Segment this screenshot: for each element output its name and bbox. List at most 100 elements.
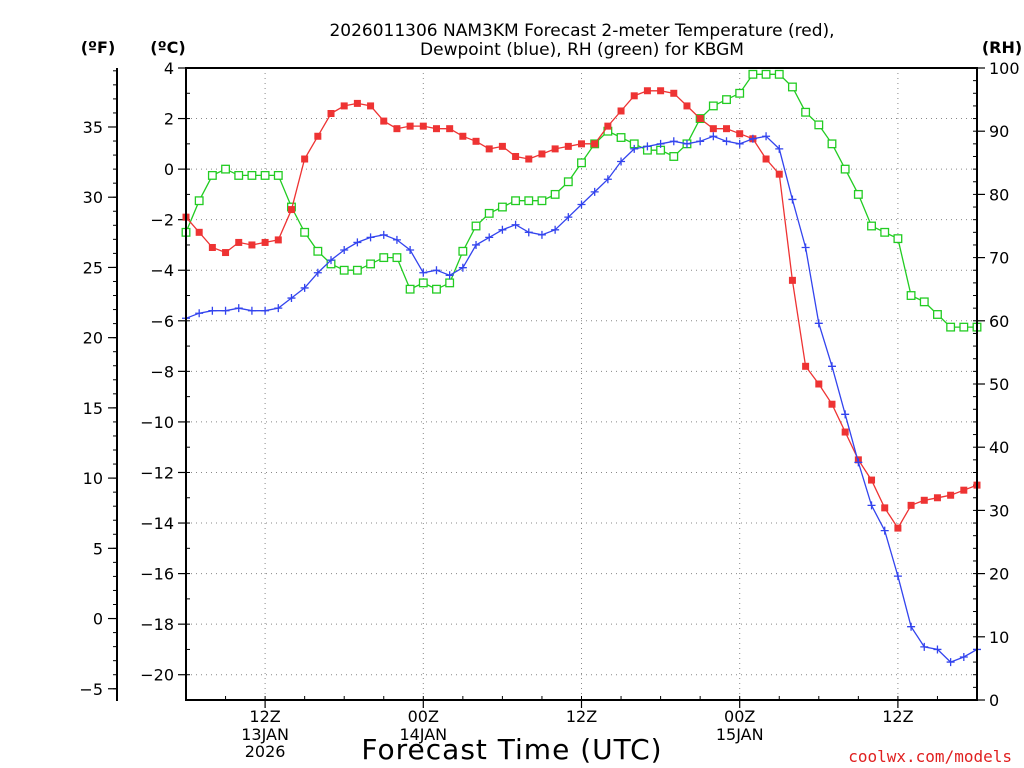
relative-humidity-point bbox=[537, 196, 547, 206]
time-tick-label: 00Z bbox=[408, 707, 439, 726]
time-tick-label: 00Z bbox=[724, 707, 755, 726]
time-tick-label: 12Z bbox=[566, 707, 597, 726]
celsius-tick-label: −18 bbox=[140, 615, 174, 634]
temperature-point bbox=[564, 142, 572, 150]
relative-humidity-point bbox=[867, 221, 876, 231]
fahrenheit-tick-label: 30 bbox=[83, 188, 103, 207]
dewpoint-point bbox=[669, 137, 678, 146]
rh-tick-label: 40 bbox=[989, 438, 1009, 457]
celsius-tick-label: −4 bbox=[150, 261, 174, 280]
relative-humidity-point bbox=[906, 291, 916, 300]
dewpoint-point bbox=[313, 268, 322, 277]
relative-humidity-point bbox=[234, 170, 244, 180]
dewpoint-point bbox=[221, 306, 230, 315]
dewpoint-point bbox=[814, 319, 823, 328]
temperature-point bbox=[881, 504, 889, 512]
relative-humidity-point bbox=[801, 107, 811, 117]
time-tick-label: 12Z bbox=[882, 707, 913, 726]
temperature-point bbox=[868, 476, 876, 484]
relative-humidity-point bbox=[748, 69, 758, 79]
time-tick-date: 14JAN bbox=[399, 725, 447, 744]
rh-tick-label: 100 bbox=[989, 59, 1020, 78]
relative-humidity-point bbox=[616, 133, 626, 142]
rh-tick-label: 10 bbox=[989, 628, 1009, 647]
dewpoint-point bbox=[801, 243, 810, 252]
dewpoint-point bbox=[195, 309, 204, 318]
temperature-point bbox=[327, 110, 335, 118]
relative-humidity-point bbox=[959, 322, 969, 332]
temperature-point bbox=[828, 400, 836, 408]
relative-humidity-point bbox=[458, 246, 468, 256]
fahrenheit-tick-label: 10 bbox=[83, 469, 103, 488]
temperature-point bbox=[696, 115, 704, 123]
rh-tick-label: 30 bbox=[989, 501, 1009, 520]
temperature-point bbox=[261, 238, 269, 246]
rh-unit-label: (RH) bbox=[982, 38, 1022, 57]
relative-humidity-point bbox=[405, 284, 415, 294]
relative-humidity-point bbox=[827, 139, 837, 149]
temperature-point bbox=[591, 140, 599, 148]
dewpoint-point bbox=[498, 225, 507, 234]
dewpoint-point bbox=[735, 139, 744, 148]
temperature-point bbox=[301, 155, 309, 163]
dewpoint-point bbox=[551, 225, 560, 234]
fahrenheit-tick-label: 5 bbox=[93, 539, 103, 558]
dewpoint-point bbox=[366, 233, 375, 242]
rh-tick-label: 70 bbox=[989, 249, 1009, 268]
dewpoint-point bbox=[762, 132, 771, 141]
celsius-tick-label: 2 bbox=[164, 110, 174, 129]
temperature-point bbox=[617, 107, 625, 115]
fahrenheit-tick-label: 0 bbox=[93, 610, 103, 629]
celsius-tick-label: −20 bbox=[140, 666, 174, 685]
temperature-point bbox=[788, 276, 796, 284]
dewpoint-point bbox=[274, 304, 283, 313]
temperature-point bbox=[406, 122, 414, 130]
relative-humidity-point bbox=[418, 278, 428, 288]
dewpoint-point bbox=[379, 230, 388, 239]
celsius-tick-label: −12 bbox=[140, 463, 174, 482]
temperature-point bbox=[920, 496, 928, 504]
time-tick-date: 15JAN bbox=[716, 725, 764, 744]
dewpoint-point bbox=[458, 263, 467, 272]
fahrenheit-tick-label: 20 bbox=[83, 329, 103, 348]
celsius-axis: 4 2 0 −2 −4 −6 −8 −10 −12 −14 −16 −18 −20 bbox=[140, 59, 190, 701]
relative-humidity-point bbox=[392, 253, 402, 263]
dewpoint-point bbox=[893, 572, 902, 581]
fahrenheit-axis: 35 30 25 20 15 10 5 0 −5 bbox=[79, 68, 118, 701]
temperature-point bbox=[960, 486, 968, 494]
dewpoint-point bbox=[419, 268, 428, 277]
fahrenheit-unit-label: (ºF) bbox=[81, 38, 116, 57]
dewpoint-point bbox=[234, 304, 243, 313]
dewpoint-point bbox=[577, 200, 586, 209]
time-tick-year: 2026 bbox=[245, 742, 286, 761]
celsius-tick-label: −10 bbox=[140, 413, 174, 432]
dewpoint-point bbox=[709, 132, 718, 141]
temperature-point bbox=[670, 89, 678, 97]
celsius-tick-label: −14 bbox=[140, 514, 174, 533]
dewpoint-point bbox=[722, 137, 731, 146]
relative-humidity-point bbox=[497, 202, 507, 212]
dewpoint-point bbox=[880, 526, 889, 535]
temperature-point bbox=[380, 117, 388, 125]
dewpoint-point bbox=[907, 622, 916, 631]
dewpoint-point bbox=[340, 246, 349, 255]
relative-humidity-point bbox=[550, 189, 560, 199]
relative-humidity-point bbox=[247, 170, 257, 180]
dewpoint-point bbox=[406, 246, 415, 255]
dewpoint-point bbox=[208, 306, 217, 315]
temperature-point bbox=[367, 102, 375, 110]
celsius-tick-label: −16 bbox=[140, 565, 174, 584]
celsius-tick-label: −8 bbox=[150, 362, 174, 381]
relative-humidity-point bbox=[207, 170, 217, 180]
dewpoint-point bbox=[287, 294, 296, 303]
temperature-point bbox=[485, 145, 493, 153]
relative-humidity-point bbox=[814, 120, 824, 130]
relative-humidity-point bbox=[484, 208, 494, 218]
series-layer bbox=[181, 69, 982, 667]
dewpoint-point bbox=[261, 306, 270, 315]
relative-humidity-point bbox=[893, 234, 903, 244]
x-axis-title: Forecast Time (UTC) bbox=[361, 733, 662, 766]
relative-humidity-point bbox=[735, 88, 745, 98]
